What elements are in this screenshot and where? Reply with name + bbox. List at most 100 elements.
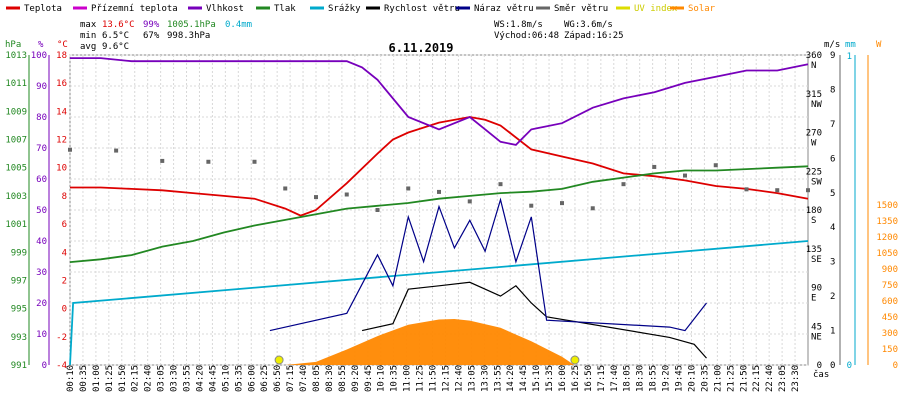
unit-time: čas xyxy=(813,369,829,380)
stat-min-temp: 6.5°C xyxy=(102,31,129,41)
wind-direction-points xyxy=(68,147,810,212)
wind-direction-point xyxy=(683,173,687,178)
temp-tick-label: 12 xyxy=(56,136,67,146)
stat-ws: WS:1.8m/s xyxy=(494,20,543,30)
temp-tick-label: 14 xyxy=(56,107,67,117)
x-tick-label: 22:40 xyxy=(765,365,775,392)
pct-tick-label: 50 xyxy=(36,206,47,216)
x-tick-label: 17:15 xyxy=(597,365,607,392)
wind-direction-point xyxy=(744,187,749,192)
x-tick-label: 16:50 xyxy=(584,365,594,392)
legend: Teplota Přízemní teplota Vlhkost Tlak Srážky… xyxy=(6,4,716,14)
x-tick-label: 13:30 xyxy=(480,365,490,392)
pct-tick-label: 80 xyxy=(36,113,47,123)
ms-tick-label: 2 xyxy=(830,292,835,302)
temp-tick-label: 8 xyxy=(62,192,67,202)
x-tick-label: 01:00 xyxy=(92,365,102,392)
w-tick-label: 0 xyxy=(893,361,898,371)
hpa-tick-label: 1009 xyxy=(5,107,27,117)
w-tick-label: 300 xyxy=(882,329,898,339)
chart-title: 6.11.2019 xyxy=(388,41,453,55)
x-tick-label: 18:05 xyxy=(623,365,633,392)
x-tick-label: 13:55 xyxy=(493,365,503,392)
legend-label: UV index xyxy=(634,4,678,14)
x-tick-label: 00:35 xyxy=(79,365,89,392)
pct-tick-label: 10 xyxy=(36,330,47,340)
dir-name-label: NW xyxy=(811,100,822,110)
x-tick-label: 08:30 xyxy=(325,365,335,392)
solar-area-shape xyxy=(285,319,575,365)
w-tick-label: 150 xyxy=(882,345,898,355)
x-tick-label: 19:45 xyxy=(675,365,685,392)
unit-mm: mm xyxy=(845,40,856,50)
wind-direction-point xyxy=(806,188,810,193)
series-lines xyxy=(69,57,809,366)
pct-tick-label: 60 xyxy=(36,175,47,185)
dir-tick-label: 225 xyxy=(806,167,822,177)
temp-tick-label: 4 xyxy=(62,248,67,258)
unit-ms: m/s xyxy=(824,40,840,50)
stat-max-label: max xyxy=(80,20,97,30)
hpa-tick-label: 997 xyxy=(11,276,27,286)
x-tick-label: 00:10 xyxy=(66,365,76,392)
axis-units: hPa % °C m/s mm W čas xyxy=(5,40,882,380)
unit-w: W xyxy=(876,40,882,50)
x-tick-label: 13:05 xyxy=(467,365,477,392)
ms-tick-label: 3 xyxy=(830,258,835,268)
mm-tick-label: 0 xyxy=(847,361,852,371)
x-tick-label: 21:00 xyxy=(713,365,723,392)
wind-direction-point xyxy=(406,186,411,191)
stats-block: max 13.6°C 99% 1005.1hPa 0.4mm min 6.5°C… xyxy=(80,20,624,52)
x-tick-label: 05:10 xyxy=(221,365,231,392)
wind-direction-point xyxy=(68,147,72,152)
hpa-tick-label: 999 xyxy=(11,248,27,258)
wind-direction-point xyxy=(114,148,119,153)
wind-direction-point xyxy=(252,159,257,164)
x-tick-label: 12:40 xyxy=(454,365,464,392)
x-tick-label: 02:40 xyxy=(144,365,154,392)
ms-tick-label: 8 xyxy=(830,85,835,95)
w-tick-label: 600 xyxy=(882,297,898,307)
legend-label: Rychlost větru xyxy=(384,4,460,14)
w-tick-label: 1200 xyxy=(876,233,898,243)
x-tick-label: 19:20 xyxy=(662,365,672,392)
wind-direction-point xyxy=(775,188,780,193)
dir-tick-label: 135 xyxy=(806,245,822,255)
pct-tick-label: 40 xyxy=(36,237,47,247)
legend-label: Vlhkost xyxy=(206,4,244,14)
x-tick-label: 15:35 xyxy=(545,365,555,392)
mm-tick-label: 1 xyxy=(847,52,852,62)
series-line xyxy=(70,116,809,217)
wind-direction-point xyxy=(652,164,657,169)
x-tick-label: 01:50 xyxy=(118,365,128,392)
x-tick-label: 08:05 xyxy=(312,365,322,392)
x-tick-label: 11:50 xyxy=(429,365,439,392)
x-tick-label: 04:45 xyxy=(208,365,218,392)
wind-direction-point xyxy=(437,189,441,194)
legend-label: Solar xyxy=(688,4,716,14)
x-tick-label: 03:30 xyxy=(170,365,180,392)
temp-tick-label: 6 xyxy=(62,220,67,230)
x-tick-label: 20:35 xyxy=(700,365,710,392)
x-tick-label: 23:30 xyxy=(791,365,801,392)
hpa-tick-label: 1003 xyxy=(5,192,27,202)
dir-name-label: NE xyxy=(811,332,822,342)
hpa-tick-label: 1007 xyxy=(5,136,27,146)
wind-direction-point xyxy=(206,159,211,164)
x-tick-label: 01:25 xyxy=(105,365,115,392)
wind-direction-point xyxy=(160,158,165,163)
w-tick-label: 1350 xyxy=(876,217,898,227)
x-tick-label: 06:50 xyxy=(273,365,283,392)
stat-sunset: Západ:16:25 xyxy=(564,31,624,41)
x-tick-label: 22:15 xyxy=(752,365,762,392)
unit-temp: °C xyxy=(57,40,68,50)
pct-tick-label: 20 xyxy=(36,299,47,309)
wind-direction-point xyxy=(467,199,472,204)
x-tick-label: 10:35 xyxy=(390,365,400,392)
ms-tick-label: 1 xyxy=(830,327,835,337)
temp-tick-label: 16 xyxy=(56,79,67,89)
x-tick-label: 07:15 xyxy=(286,365,296,392)
x-tick-label: 23:05 xyxy=(778,365,788,392)
